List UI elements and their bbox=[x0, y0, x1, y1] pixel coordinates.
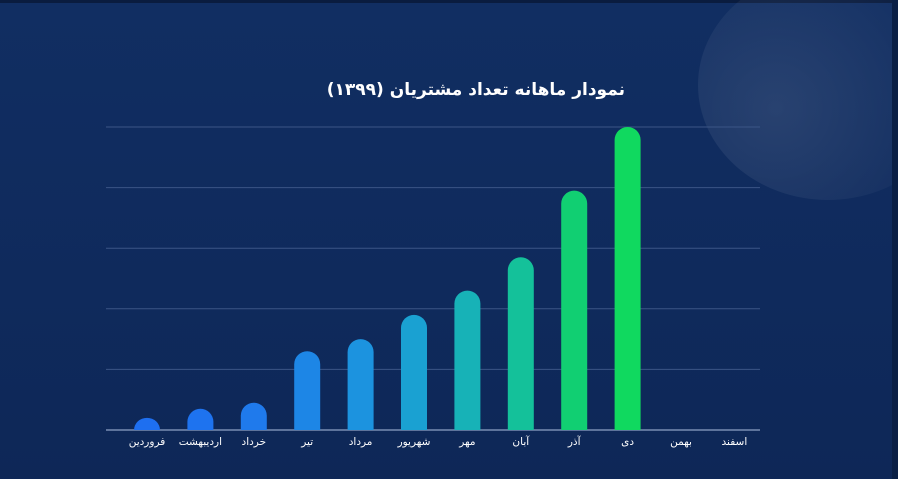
bar-6 bbox=[401, 314, 427, 430]
bar-7 bbox=[454, 290, 481, 430]
x-tick-label: آبان bbox=[512, 435, 530, 448]
right-border bbox=[892, 0, 898, 479]
bar-4 bbox=[294, 351, 321, 430]
bar-5 bbox=[347, 339, 374, 430]
x-tick-label: مرداد bbox=[349, 436, 373, 448]
chart-title: نمودار ماهانه تعداد مشتریان (۱۳۹۹) bbox=[326, 80, 625, 100]
bar-3 bbox=[240, 402, 267, 430]
x-tick-label: بهمن bbox=[670, 436, 692, 448]
x-tick-label: اسفند bbox=[722, 436, 748, 448]
x-tick-label: آذر bbox=[567, 435, 582, 448]
x-tick-label: خرداد bbox=[242, 436, 267, 448]
x-tick-label: مهر bbox=[458, 436, 475, 448]
x-tick-label: تیر bbox=[300, 436, 313, 448]
x-tick-label: اردیبهشت bbox=[179, 436, 222, 448]
bar-8 bbox=[507, 257, 534, 430]
x-tick-label: دی bbox=[621, 436, 634, 448]
bar-1 bbox=[134, 417, 160, 430]
x-tick-label: شهریور bbox=[397, 436, 431, 448]
bar-2 bbox=[187, 408, 214, 430]
top-border bbox=[0, 0, 898, 3]
bar-10 bbox=[614, 127, 641, 430]
x-tick-label: فروردین bbox=[129, 436, 166, 448]
bar-9 bbox=[561, 190, 588, 430]
